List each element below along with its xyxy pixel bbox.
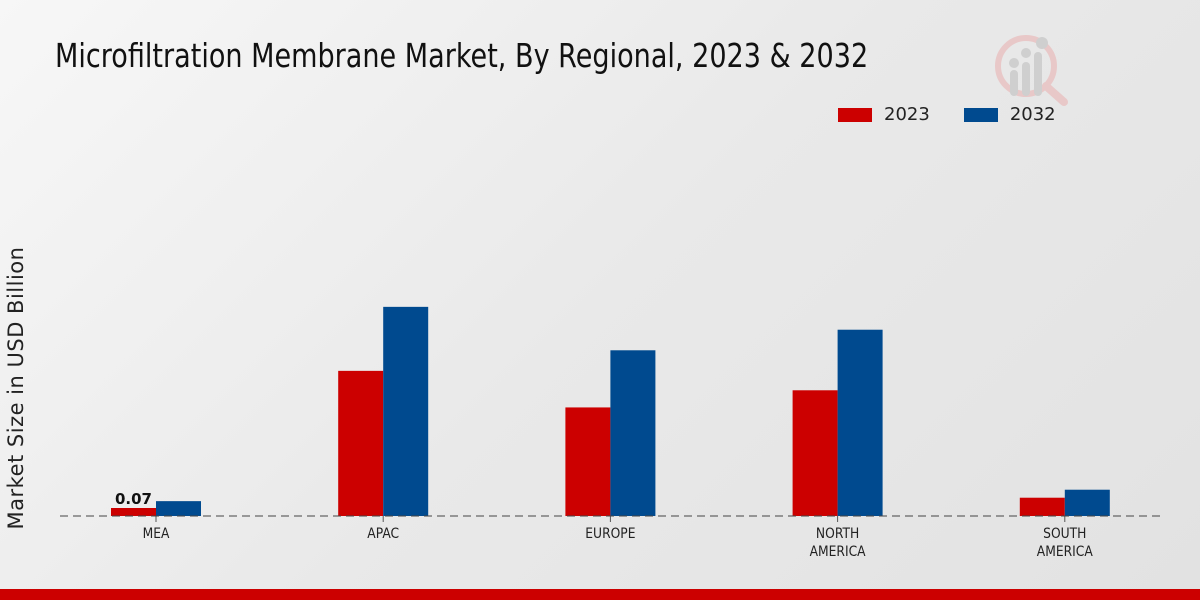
bar-2023-apac <box>338 370 384 516</box>
bar-2032-north-america <box>837 329 883 516</box>
bar-2023-north-america <box>792 390 838 516</box>
legend-swatch-2023 <box>838 107 872 122</box>
x-tick-label: EUROPE <box>585 526 635 542</box>
legend-label-2032: 2032 <box>1009 104 1056 125</box>
legend: 2023 2032 <box>838 104 1090 125</box>
legend-item-2023: 2023 <box>838 104 930 125</box>
x-tick-label: SOUTH <box>1043 526 1086 542</box>
bar-2023-mea <box>111 508 156 516</box>
bar-2032-south-america <box>1064 489 1110 516</box>
x-tick-label: NORTH <box>816 526 859 542</box>
chart-title: Microfiltration Membrane Market, By Regi… <box>55 36 869 75</box>
x-tick-label: AMERICA <box>810 544 866 560</box>
legend-item-2032: 2032 <box>963 104 1056 125</box>
x-tick-label: APAC <box>367 526 399 542</box>
x-tick-label: MEA <box>143 526 170 542</box>
watermark-logo-icon <box>995 35 1068 106</box>
legend-swatch-2032 <box>963 107 998 122</box>
bar-2023-europe <box>565 407 611 516</box>
legend-label-2023: 2023 <box>884 104 930 125</box>
x-tick-label: AMERICA <box>1037 544 1093 560</box>
bar-2032-apac <box>383 306 429 516</box>
bar-2032-mea <box>156 501 201 516</box>
data-label: 0.07 <box>115 490 152 508</box>
footer-accent-bar <box>0 589 1200 600</box>
bar-2023-south-america <box>1019 497 1065 516</box>
bar-2032-europe <box>610 350 656 516</box>
